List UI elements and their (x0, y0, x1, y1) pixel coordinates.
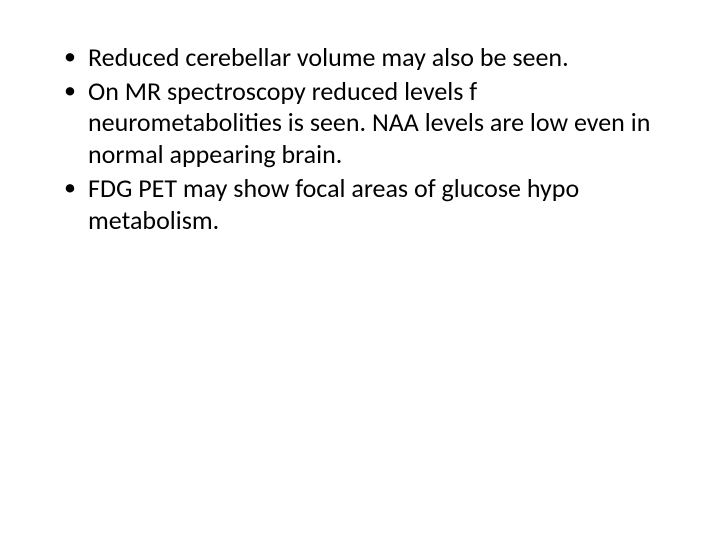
slide-body: Reduced cerebellar volume may also be se… (0, 0, 720, 540)
list-item: FDG PET may show focal areas of glucose … (60, 173, 660, 236)
bullet-list: Reduced cerebellar volume may also be se… (60, 42, 660, 236)
list-item: Reduced cerebellar volume may also be se… (60, 42, 660, 74)
list-item: On MR spectroscopy reduced levels f neur… (60, 76, 660, 171)
